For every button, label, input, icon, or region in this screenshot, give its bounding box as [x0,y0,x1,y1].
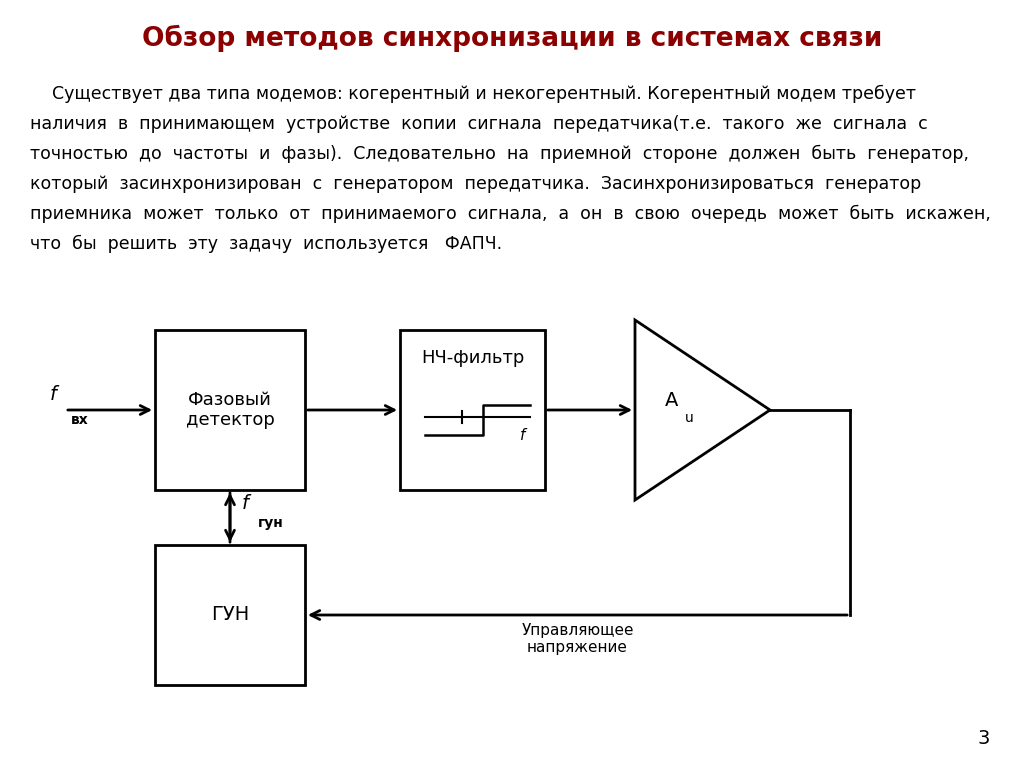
Text: 3: 3 [978,729,990,748]
Bar [400,330,545,490]
Text: u: u [685,411,693,425]
Text: приемника  может  только  от  принимаемого  сигнала,  а  он  в  свою  очередь  м: приемника может только от принимаемого с… [30,205,991,223]
Text: который  засинхронизирован  с  генератором  передатчика.  Засинхронизироваться  : который засинхронизирован с генератором … [30,175,922,193]
Text: A: A [665,390,678,409]
Text: f: f [520,428,525,442]
Text: Существует два типа модемов: когерентный и некогерентный. Когерентный модем треб: Существует два типа модемов: когерентный… [30,85,916,103]
Text: наличия  в  принимающем  устройстве  копии  сигнала  передатчика(т.е.  такого  ж: наличия в принимающем устройстве копии с… [30,115,928,133]
Text: Обзор методов синхронизации в системах связи: Обзор методов синхронизации в системах с… [141,25,883,51]
Text: гун: гун [258,515,284,529]
Bar [155,330,305,490]
Polygon shape [635,320,770,500]
Text: точностью  до  частоты  и  фазы).  Следовательно  на  приемной  стороне  должен : точностью до частоты и фазы). Следовател… [30,145,969,164]
Text: ГУН: ГУН [211,605,249,624]
Text: Фазовый
детектор: Фазовый детектор [185,391,274,429]
Text: Управляющее
напряжение: Управляющее напряжение [521,623,634,655]
Text: f: f [50,385,57,403]
Text: НЧ-фильтр: НЧ-фильтр [421,349,524,367]
Text: что  бы  решить  эту  задачу  используется   ФАПЧ.: что бы решить эту задачу используется ФА… [30,235,502,253]
Bar [155,545,305,685]
Text: f: f [242,494,249,513]
Text: вх: вх [71,413,89,427]
